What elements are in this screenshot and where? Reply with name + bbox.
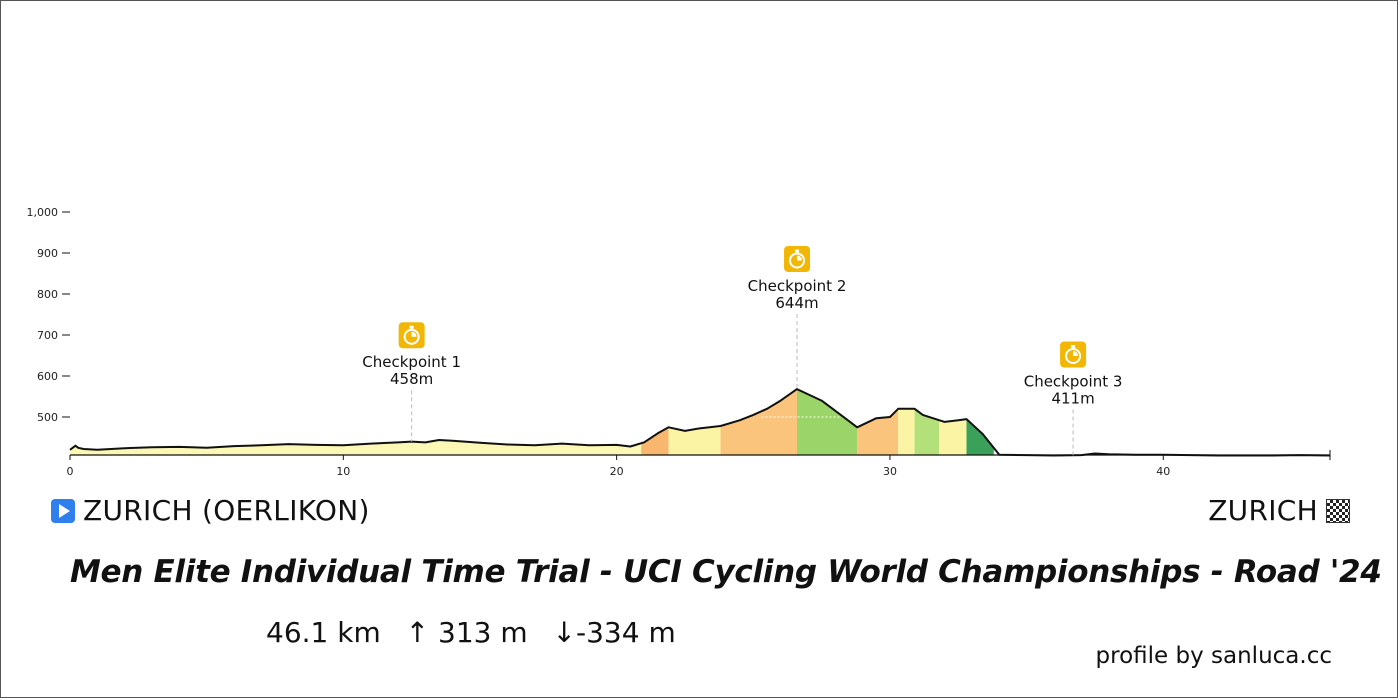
y-tick-label: 900	[37, 247, 58, 260]
start-location-label: ZURICH (OERLIKON)	[83, 494, 370, 527]
x-tick-label: 0	[67, 465, 74, 478]
gradient-segment-7	[898, 389, 915, 455]
elevation-segments	[70, 389, 994, 455]
y-tick-label: 500	[37, 411, 58, 424]
finish-location: ZURICH	[1208, 494, 1350, 527]
x-tick-label: 10	[336, 465, 350, 478]
gradient-segment-1	[70, 389, 642, 455]
x-tick-label: 30	[883, 465, 897, 478]
gradient-segment-4	[720, 389, 798, 455]
checkpoint-elevation: 458m	[390, 370, 433, 388]
stopwatch-icon	[398, 322, 425, 349]
x-tick-label: 20	[610, 465, 624, 478]
elevation-profile-chart: 0 10 20 30 40 500 600 700 800 900 1,000 Checkpoint…	[27, 206, 1331, 478]
play-icon	[51, 498, 75, 523]
y-tick-label: 700	[37, 329, 58, 342]
descent-stat: ↓-334 m	[552, 616, 676, 649]
checkpoint-name: Checkpoint 1	[362, 353, 461, 371]
checkpoint-name: Checkpoint 2	[748, 277, 847, 295]
route-stats: 46.1 km ↑ 313 m ↓-334 m	[266, 616, 692, 649]
checkpoint-name: Checkpoint 3	[1024, 372, 1123, 390]
finish-location-label: ZURICH	[1208, 494, 1318, 527]
checkered-flag-icon	[1326, 498, 1350, 523]
credit-text: profile by sanluca.cc	[1095, 643, 1332, 669]
gradient-segment-9	[939, 389, 967, 455]
gradient-segment-10	[966, 389, 994, 455]
gradient-segment-3	[668, 389, 721, 455]
race-title: Men Elite Individual Time Trial - UCI Cy…	[70, 554, 1382, 590]
axes: 0 10 20 30 40 500 600 700 800 900 1,000	[27, 206, 1331, 478]
gradient-segment-2	[641, 389, 669, 455]
y-tick-label: 1,000	[27, 206, 59, 219]
y-tick-label: 600	[37, 370, 58, 383]
gradient-segment-5	[797, 389, 858, 455]
y-tick-label: 800	[37, 288, 58, 301]
start-location: ZURICH (OERLIKON)	[51, 494, 370, 527]
ascent-stat: ↑ 313 m	[405, 616, 528, 649]
stopwatch-icon	[784, 245, 811, 272]
x-tick-label: 40	[1156, 465, 1170, 478]
distance-stat: 46.1 km	[266, 616, 381, 649]
checkpoint-elevation: 644m	[775, 294, 818, 312]
stopwatch-icon	[1060, 341, 1087, 368]
checkpoint-elevation: 411m	[1051, 389, 1094, 407]
